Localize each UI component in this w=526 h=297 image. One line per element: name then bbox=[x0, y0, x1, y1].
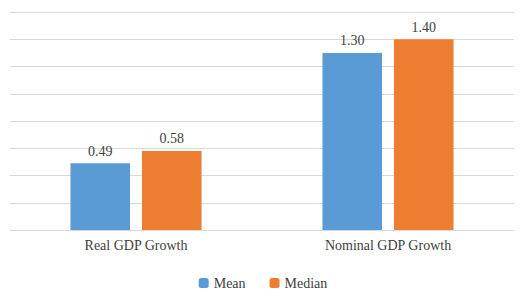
svg-text:Mean: Mean bbox=[214, 276, 246, 291]
svg-text:Median: Median bbox=[285, 276, 328, 291]
svg-text:1.30: 1.30 bbox=[340, 33, 365, 48]
svg-text:Nominal GDP Growth: Nominal GDP Growth bbox=[325, 238, 451, 253]
svg-text:0.58: 0.58 bbox=[159, 131, 184, 146]
svg-text:Real GDP Growth: Real GDP Growth bbox=[85, 238, 188, 253]
svg-text:1.40: 1.40 bbox=[411, 20, 436, 35]
svg-text:0.49: 0.49 bbox=[88, 144, 113, 159]
